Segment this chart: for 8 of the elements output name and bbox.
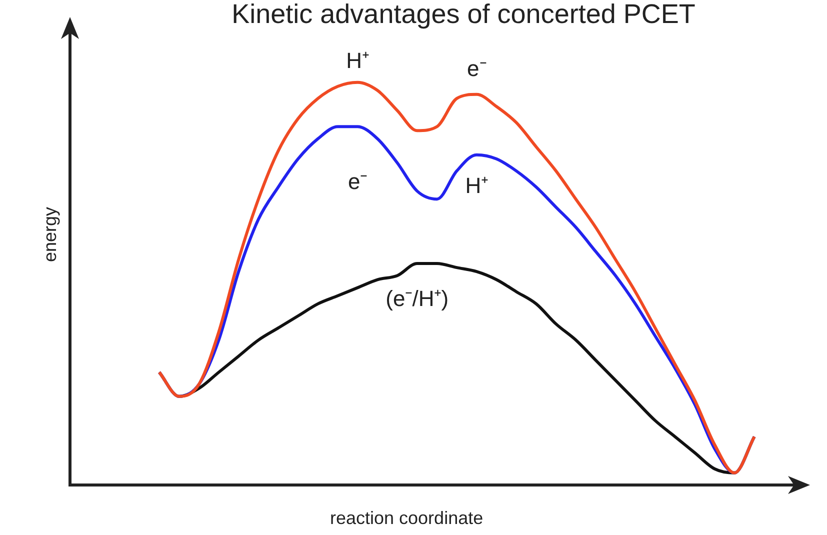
annotation: e⁻ (348, 168, 368, 196)
y-axis-title: energy (40, 206, 61, 262)
text: e⁻ (467, 55, 486, 82)
chart-title: Kinetic advantages of concerted PCET (230, 0, 696, 30)
text: H⁺ (346, 47, 370, 74)
annotation: H⁺ (465, 172, 488, 200)
annotation: (e⁻/H⁺) (386, 284, 449, 312)
x-axis-title: reaction coordinate (330, 508, 484, 529)
